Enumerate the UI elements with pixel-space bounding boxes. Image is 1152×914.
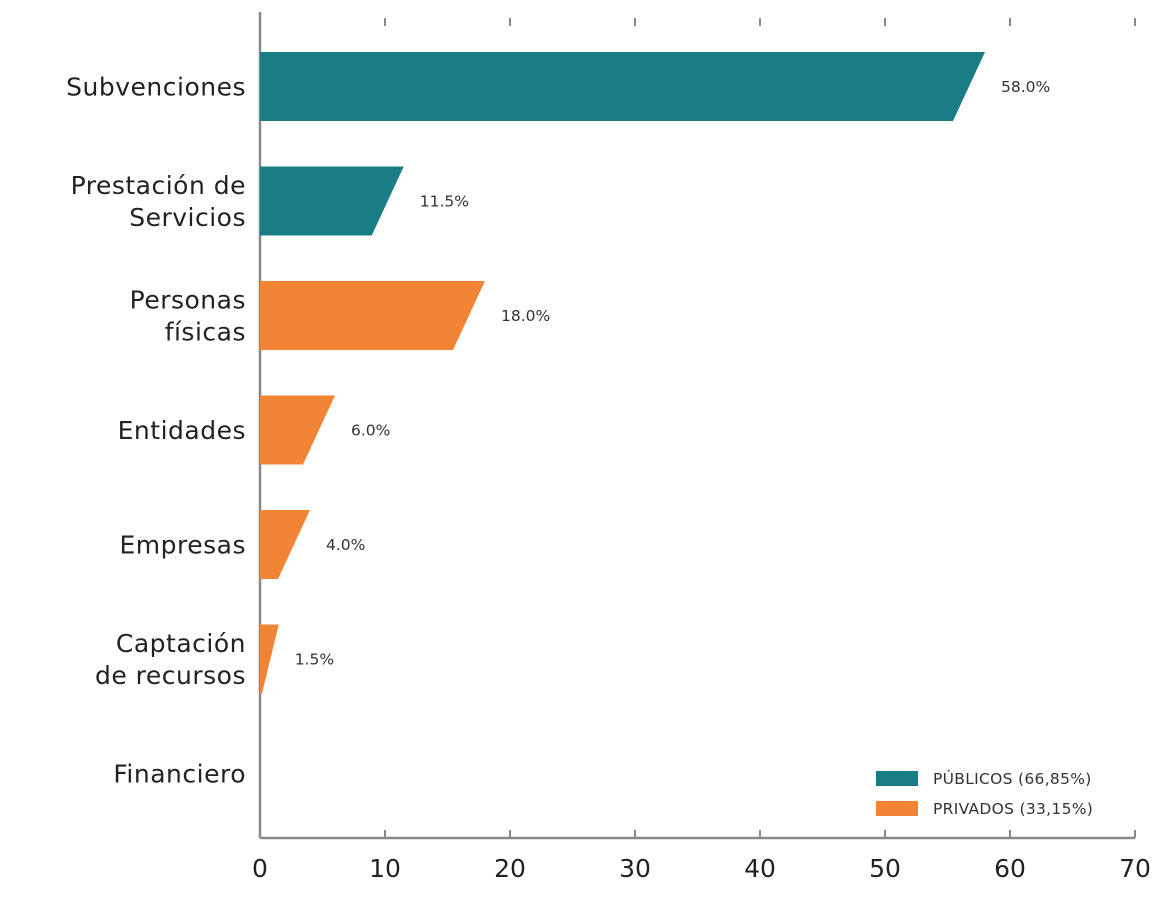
data-labels: 58.0% 11.5% 18.0% 6.0% 4.0% 1.5%	[295, 78, 1051, 669]
data-label: 58.0%	[1001, 78, 1050, 96]
x-tick-label: 70	[1119, 854, 1151, 883]
legend-label-privados: PRIVADOS (33,15%)	[933, 800, 1093, 818]
data-label: 4.0%	[326, 536, 365, 554]
category-label: Entidades	[118, 416, 246, 445]
category-label: Prestación de Servicios	[71, 171, 246, 232]
bar	[260, 510, 310, 579]
category-label: Personas físicas	[130, 286, 246, 347]
category-label: Empresas	[120, 531, 247, 560]
category-labels: Subvenciones Prestación de Servicios Person…	[66, 73, 247, 789]
legend: PÚBLICOS (66,85%) PRIVADOS (33,15%)	[876, 769, 1093, 818]
data-label: 1.5%	[295, 651, 334, 669]
data-label: 18.0%	[501, 307, 550, 325]
bar	[260, 52, 985, 121]
x-tick-label: 40	[744, 854, 776, 883]
bar	[260, 166, 404, 236]
bars	[260, 52, 985, 694]
data-label: 6.0%	[351, 422, 390, 440]
x-tick-label: 10	[369, 854, 401, 883]
bar	[260, 624, 279, 694]
x-tick-label: 50	[869, 854, 901, 883]
axes	[258, 12, 1135, 840]
x-axis-ticks: 0 10 20 30 40 50 60 70	[252, 18, 1151, 883]
legend-swatch-privados	[876, 801, 918, 816]
x-tick-label: 30	[619, 854, 651, 883]
x-tick-label: 20	[494, 854, 526, 883]
x-tick-label: 0	[252, 854, 268, 883]
category-label: Financiero	[113, 760, 246, 789]
legend-label-publicos: PÚBLICOS (66,85%)	[933, 769, 1092, 788]
bar	[260, 395, 335, 465]
bar	[260, 281, 485, 350]
legend-swatch-publicos	[876, 771, 918, 786]
category-label: Captación de recursos	[95, 629, 246, 690]
x-tick-label: 60	[994, 854, 1026, 883]
category-label: Subvenciones	[66, 73, 246, 102]
data-label: 11.5%	[420, 193, 469, 211]
